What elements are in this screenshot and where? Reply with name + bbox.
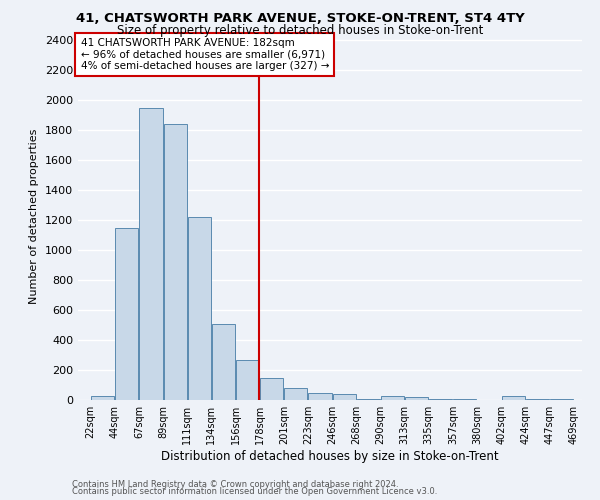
Bar	[357, 398, 380, 400]
Bar	[115, 228, 139, 400]
Bar	[502, 396, 525, 400]
Text: 41 CHATSWORTH PARK AVENUE: 182sqm
← 96% of detached houses are smaller (6,971)
4: 41 CHATSWORTH PARK AVENUE: 182sqm ← 96% …	[80, 38, 329, 71]
Bar	[526, 399, 549, 400]
Bar	[550, 399, 573, 400]
Bar	[381, 396, 404, 400]
X-axis label: Distribution of detached houses by size in Stoke-on-Trent: Distribution of detached houses by size …	[161, 450, 499, 463]
Bar	[405, 397, 428, 400]
Text: Contains public sector information licensed under the Open Government Licence v3: Contains public sector information licen…	[72, 487, 437, 496]
Bar	[91, 396, 114, 400]
Bar	[454, 399, 476, 400]
Bar	[308, 394, 332, 400]
Bar	[188, 217, 211, 400]
Bar	[429, 399, 452, 400]
Text: 41, CHATSWORTH PARK AVENUE, STOKE-ON-TRENT, ST4 4TY: 41, CHATSWORTH PARK AVENUE, STOKE-ON-TRE…	[76, 12, 524, 26]
Y-axis label: Number of detached properties: Number of detached properties	[29, 128, 40, 304]
Bar	[139, 108, 163, 400]
Bar	[284, 388, 307, 400]
Bar	[164, 124, 187, 400]
Text: Size of property relative to detached houses in Stoke-on-Trent: Size of property relative to detached ho…	[117, 24, 483, 37]
Bar	[332, 394, 356, 400]
Bar	[212, 324, 235, 400]
Bar	[260, 378, 283, 400]
Bar	[236, 360, 259, 400]
Text: Contains HM Land Registry data © Crown copyright and database right 2024.: Contains HM Land Registry data © Crown c…	[72, 480, 398, 489]
